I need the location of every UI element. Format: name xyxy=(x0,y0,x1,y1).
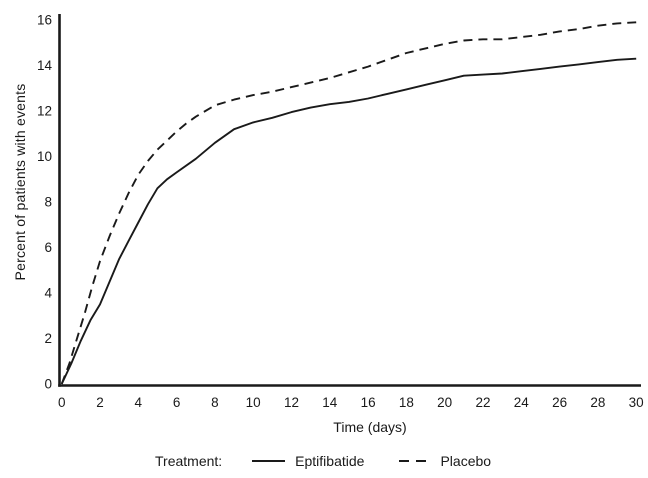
x-tick-label: 8 xyxy=(211,395,219,410)
x-tick-label: 10 xyxy=(246,395,261,410)
legend-entry-eptifibatide: Eptifibatide xyxy=(295,453,365,469)
y-tick-label: 8 xyxy=(44,195,52,210)
y-tick-label: 10 xyxy=(37,149,52,164)
dashed-line-key-icon xyxy=(399,460,427,462)
y-tick-label: 16 xyxy=(37,13,52,28)
y-axis-title: Percent of patients with events xyxy=(12,83,28,281)
x-tick-label: 12 xyxy=(284,395,299,410)
y-tick-label: 2 xyxy=(44,331,52,346)
x-tick-label: 2 xyxy=(96,395,104,410)
y-tick-label: 14 xyxy=(37,58,53,73)
x-tick-label: 24 xyxy=(514,395,530,410)
x-tick-label: 28 xyxy=(590,395,605,410)
y-tick-label: 4 xyxy=(44,286,52,301)
series-line-eptifibatide xyxy=(60,57,637,385)
legend-entry-placebo: Placebo xyxy=(440,453,492,469)
solid-line-key-icon xyxy=(252,460,286,462)
x-tick-label: 16 xyxy=(361,395,376,410)
x-tick-label: 14 xyxy=(322,395,338,410)
x-tick-label: 20 xyxy=(437,395,452,410)
x-tick-label: 6 xyxy=(173,395,181,410)
x-tick-label: 4 xyxy=(135,395,143,410)
legend: Treatment: Eptifibatide Placebo xyxy=(155,453,491,469)
legend-title: Treatment: xyxy=(155,453,223,469)
x-tick-label: 0 xyxy=(58,395,66,410)
x-axis-title: Time (days) xyxy=(333,419,407,435)
x-tick-label: 18 xyxy=(399,395,414,410)
x-tick-label: 26 xyxy=(552,395,567,410)
y-tick-label: 12 xyxy=(37,104,52,119)
x-tick-label: 22 xyxy=(475,395,490,410)
y-tick-label: 0 xyxy=(44,377,52,392)
y-tick-label: 6 xyxy=(44,240,52,255)
x-tick-label: 30 xyxy=(629,395,644,410)
series-line-placebo xyxy=(60,21,637,385)
